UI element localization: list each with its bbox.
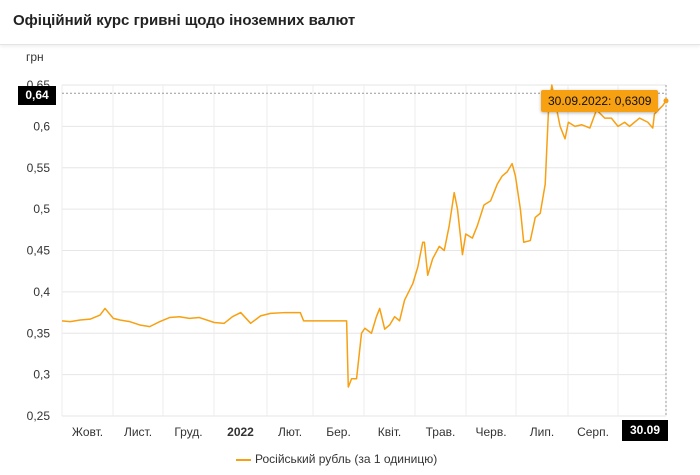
y-tick-label: 0,6 bbox=[33, 119, 50, 133]
y-tick-label: 0,5 bbox=[33, 202, 50, 216]
x-tick-label: Жовт. bbox=[72, 425, 103, 439]
x-tick-label: Груд. bbox=[174, 425, 202, 439]
crosshair-x-label: 30.09 bbox=[622, 420, 668, 441]
y-tick-label: 0,35 bbox=[27, 326, 51, 340]
page-title: Офіційний курс гривні щодо іноземних вал… bbox=[13, 12, 356, 29]
y-tick-label: 0,55 bbox=[27, 161, 51, 175]
legend-label: Російський рубль (за 1 одиницю) bbox=[255, 452, 438, 466]
y-tick-label: 0,3 bbox=[33, 368, 50, 382]
y-tick-label: 0,45 bbox=[27, 244, 51, 258]
x-tick-label: Серп. bbox=[577, 425, 609, 439]
header: Офіційний курс гривні щодо іноземних вал… bbox=[0, 0, 700, 45]
x-tick-label: Трав. bbox=[426, 425, 456, 439]
x-tick-label: Лист. bbox=[124, 425, 152, 439]
data-point-marker bbox=[663, 98, 669, 104]
series-line bbox=[61, 84, 667, 388]
y-axis-unit: грн bbox=[26, 50, 44, 64]
x-tick-label: Лют. bbox=[278, 425, 302, 439]
legend-item[interactable]: Російський рубль (за 1 одиницю) bbox=[236, 452, 437, 466]
crosshair-y-label: 0,64 bbox=[18, 86, 56, 105]
y-tick-label: 0,25 bbox=[27, 409, 51, 423]
tooltip: 30.09.2022: 0,6309 bbox=[541, 90, 659, 112]
x-tick-label: Квіт. bbox=[378, 425, 402, 439]
y-tick-label: 0,4 bbox=[33, 285, 50, 299]
x-tick-label: Лип. bbox=[530, 425, 554, 439]
x-tick-label: 2022 bbox=[227, 425, 254, 439]
legend-swatch bbox=[236, 458, 251, 461]
x-tick-label: Черв. bbox=[475, 425, 506, 439]
x-tick-label: Бер. bbox=[326, 425, 351, 439]
